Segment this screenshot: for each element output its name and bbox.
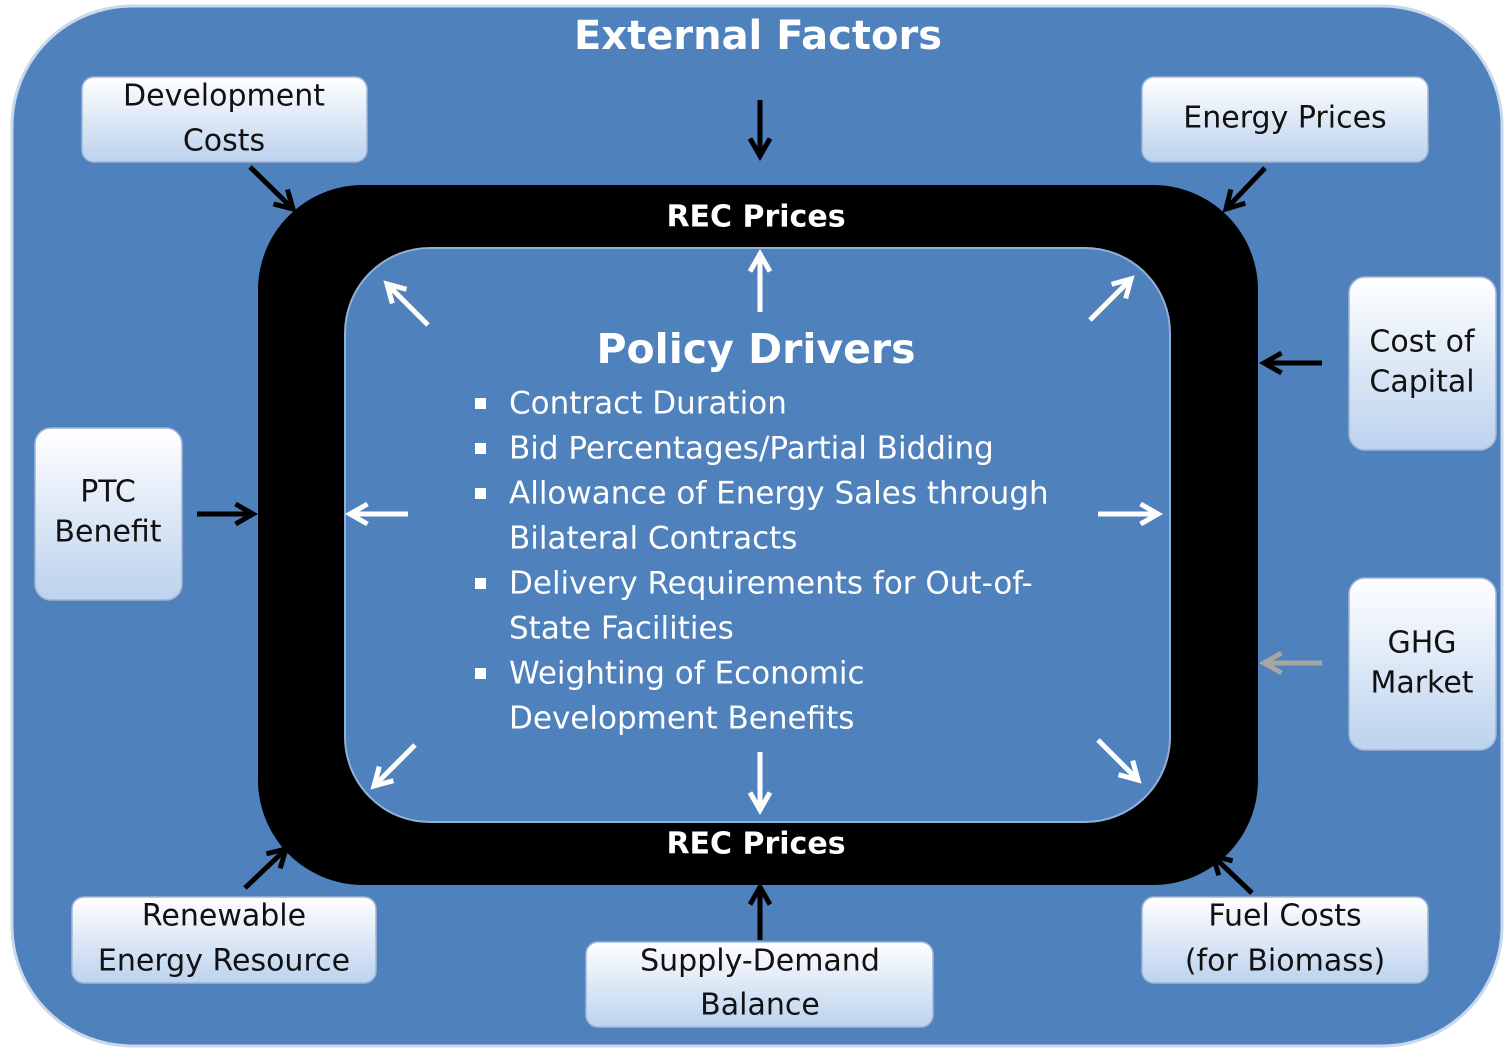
factor-box	[71, 896, 377, 984]
bullet-text: State Facilities	[509, 611, 734, 647]
arrow	[383, 280, 430, 327]
bullet-text: Allowance of Energy Sales through	[509, 476, 1049, 512]
factor-box	[1348, 276, 1497, 451]
factor-box	[81, 76, 368, 163]
factor-label: Energy Resource	[98, 944, 350, 979]
arrow	[1088, 275, 1135, 322]
factor-label: Renewable	[142, 899, 306, 934]
factor-box	[34, 427, 183, 601]
ring-label: REC Prices	[666, 827, 845, 862]
title: External Factors	[574, 13, 942, 59]
factor-label: Fuel Costs	[1208, 899, 1361, 934]
factor-box	[1141, 76, 1429, 163]
bullet-text: Bilateral Contracts	[509, 521, 797, 557]
bullet-marker	[475, 443, 486, 454]
factor-label: PTC	[80, 475, 136, 510]
bullet-marker	[475, 578, 486, 589]
factor-label: GHG	[1387, 626, 1456, 661]
factor-label: (for Biomass)	[1185, 944, 1385, 979]
bullet-text: Delivery Requirements for Out-of-	[509, 566, 1033, 602]
factor-label: Supply-Demand	[640, 944, 880, 979]
arrow	[370, 743, 417, 790]
arrow	[243, 845, 290, 890]
factor-label: Cost of	[1369, 325, 1476, 360]
factor-boxes: Development Costs Energy Prices Cost of …	[34, 76, 1497, 1028]
bullets: Contract Duration Bid Percentages/Partia…	[475, 386, 1049, 737]
bullet-text: Bid Percentages/Partial Bidding	[509, 431, 994, 467]
factor-label: Costs	[183, 124, 265, 159]
bullet-text: Weighting of Economic	[509, 656, 865, 692]
arrow	[248, 165, 297, 213]
bullet-marker	[475, 398, 486, 409]
factor-label: Market	[1370, 666, 1473, 701]
factor-label: Capital	[1369, 365, 1474, 400]
center-title: Policy Drivers	[596, 325, 915, 373]
factor-label: Benefit	[54, 515, 161, 550]
bullet-text: Development Benefits	[509, 701, 854, 737]
arrows	[197, 100, 1322, 940]
bullet-marker	[475, 488, 486, 499]
arrow	[1096, 738, 1142, 784]
bullet-text: Contract Duration	[509, 386, 787, 422]
inner-panel	[344, 247, 1171, 823]
arrow	[1209, 852, 1254, 895]
factor-label: Balance	[700, 988, 820, 1023]
arrow	[1222, 166, 1267, 213]
factor-label: Development	[123, 79, 325, 114]
bullet-marker	[475, 668, 486, 679]
factor-box	[585, 941, 934, 1028]
factor-label: Energy Prices	[1183, 101, 1386, 136]
factor-box	[1141, 896, 1429, 984]
factor-box	[1348, 577, 1497, 751]
ring-label: REC Prices	[666, 200, 845, 235]
